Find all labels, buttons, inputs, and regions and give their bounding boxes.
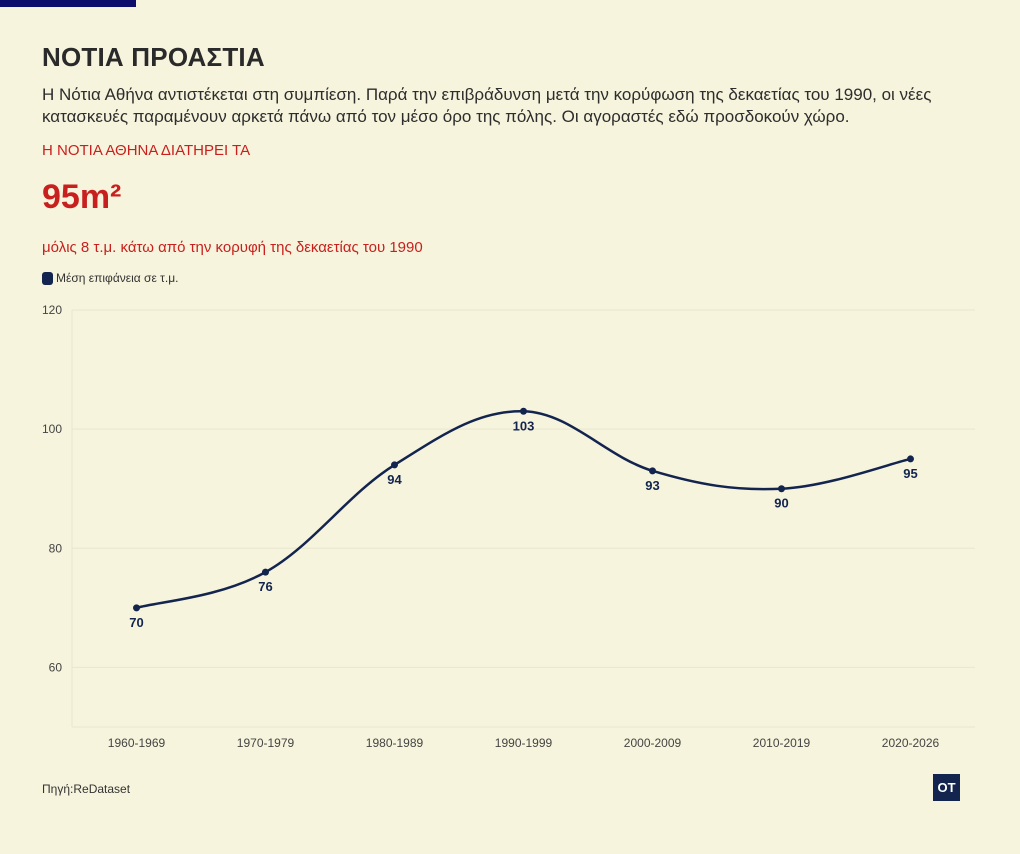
data-label: 95 <box>903 466 917 481</box>
y-tick-label: 80 <box>49 541 63 555</box>
data-point <box>907 455 914 463</box>
data-label: 70 <box>129 615 143 630</box>
kicker-text: Η ΝΟΤΙΑ ΑΘΗΝΑ ΔΙΑΤΗΡΕΙ ΤΑ <box>42 142 251 159</box>
data-point <box>520 407 527 415</box>
x-tick-label: 1970-1979 <box>237 736 295 750</box>
highlight-note: μόλις 8 τ.μ. κάτω από την κορυφή της δεκ… <box>42 239 423 256</box>
chart-legend: Μέση επιφάνεια σε τ.μ. <box>42 271 178 285</box>
data-point <box>262 568 269 576</box>
data-point <box>133 604 140 612</box>
x-tick-label: 1990-1999 <box>495 736 553 750</box>
highlight-number: 95m² <box>42 178 122 216</box>
x-tick-label: 1960-1969 <box>108 736 166 750</box>
line-chart: 60 80 100 120 1960-1969 1970-1979 1980-1989 199… <box>42 303 975 750</box>
data-point <box>649 467 656 475</box>
legend-label: Μέση επιφάνεια σε τ.μ. <box>56 271 179 285</box>
source-note: Πηγή:ReDataset <box>42 782 131 796</box>
top-accent-bar <box>0 0 136 7</box>
y-tick-label: 100 <box>42 422 62 436</box>
data-point <box>778 485 785 493</box>
data-label: 90 <box>774 496 788 511</box>
x-tick-label: 1980-1989 <box>366 736 424 750</box>
series-line <box>136 410 911 610</box>
x-tick-label: 2020-2026 <box>882 736 940 750</box>
y-tick-label: 60 <box>49 660 63 674</box>
legend-swatch <box>42 271 53 285</box>
data-label: 76 <box>258 579 272 594</box>
data-point <box>391 461 398 469</box>
x-tick-label: 2000-2009 <box>624 736 682 750</box>
brand-logo: OT <box>933 774 960 801</box>
chart-description: Η Νότια Αθήνα αντιστέκεται στη συμπίεση.… <box>42 85 932 126</box>
data-label: 103 <box>513 418 535 433</box>
x-tick-label: 2010-2019 <box>753 736 811 750</box>
chart-title: ΝΟΤΙΑ ΠΡΟΑΣΤΙΑ <box>42 42 265 72</box>
data-label: 94 <box>387 472 402 487</box>
data-label: 93 <box>645 478 659 493</box>
y-tick-label: 120 <box>42 303 62 317</box>
